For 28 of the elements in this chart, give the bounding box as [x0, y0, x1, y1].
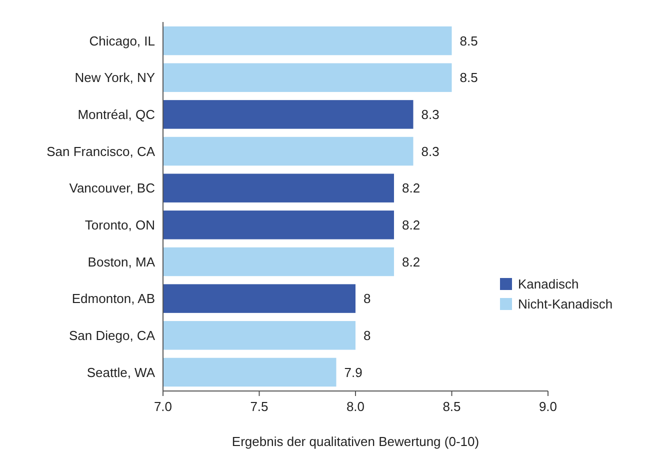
- legend-label: Nicht-Kanadisch: [518, 296, 613, 312]
- x-tick-label: 7.5: [250, 399, 268, 414]
- data-label: 8.2: [402, 254, 420, 270]
- y-tick-label: Edmonton, AB: [72, 291, 155, 306]
- data-label: 8.5: [460, 33, 478, 48]
- x-tick-label: 7.0: [154, 399, 172, 414]
- y-tick-label: Boston, MA: [88, 254, 156, 270]
- data-label: 8.3: [421, 144, 440, 159]
- y-tick-label: San Diego, CA: [69, 328, 156, 343]
- x-tick-label: 9.0: [538, 399, 558, 414]
- x-tick-label: 8.0: [346, 399, 365, 414]
- data-label: 8.2: [402, 180, 420, 196]
- y-tick-label: Seattle, WA: [86, 364, 156, 380]
- y-tick-label: New York, NY: [74, 70, 156, 86]
- x-axis-title: Ergebnis der qualitativen Bewertung (0-10): [232, 434, 480, 449]
- data-label: 8.2: [402, 217, 420, 232]
- data-label: 8.3: [421, 106, 440, 122]
- data-label: 8.5: [460, 70, 478, 86]
- y-tick-label: Vancouver, BC: [69, 180, 155, 196]
- data-label: 7.9: [344, 364, 362, 380]
- y-tick-label: Chicago, IL: [89, 33, 155, 48]
- data-label: 8: [364, 328, 371, 343]
- x-tick-label: 8.5: [442, 399, 461, 414]
- data-label: 8: [364, 291, 371, 306]
- legend-label: Kanadisch: [518, 276, 579, 292]
- y-tick-label: San Francisco, CA: [46, 144, 156, 159]
- y-tick-label: Montréal, QC: [78, 106, 155, 122]
- y-tick-label: Toronto, ON: [84, 217, 155, 232]
